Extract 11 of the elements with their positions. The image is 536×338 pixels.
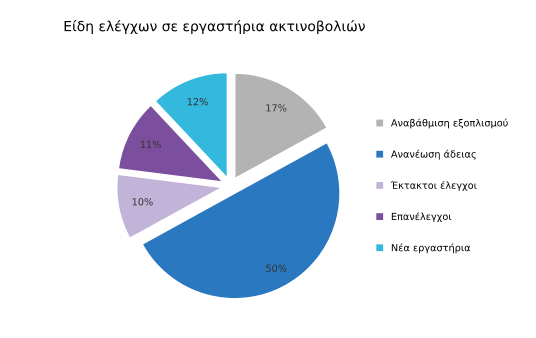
legend-label: Αναβάθμιση εξοπλισμού bbox=[390, 118, 508, 128]
legend-label: Ανανέωση άδειας bbox=[390, 150, 476, 160]
data-label: 17% bbox=[266, 104, 286, 112]
chart-title: Είδη ελέγχων σε εργαστήρια ακτινοβολιών bbox=[64, 20, 365, 34]
data-label: 50% bbox=[266, 264, 286, 272]
legend-label: Έκτακτοι έλεγχοι bbox=[390, 181, 477, 191]
data-label: 12% bbox=[188, 98, 208, 106]
legend-label: Επανέλεγχοι bbox=[392, 212, 452, 222]
legend-label: Νέα εργαστήρια bbox=[392, 243, 470, 254]
data-label: 10% bbox=[132, 198, 153, 206]
data-label: 11% bbox=[140, 140, 161, 148]
